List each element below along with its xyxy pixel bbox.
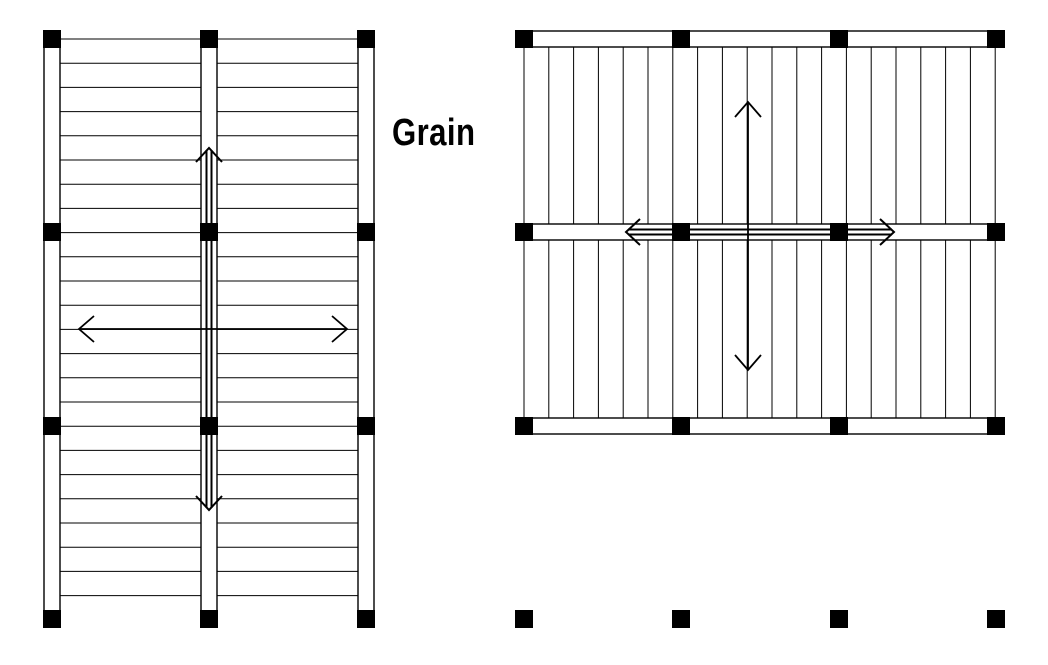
post [515,610,533,628]
arrow-head [195,495,223,512]
post [830,30,848,48]
arrow-head [879,218,896,246]
beam [523,417,997,435]
post [357,30,375,48]
arrow-head [734,354,762,372]
arrow-head [734,100,762,118]
post [672,610,690,628]
post [43,223,61,241]
joist [43,38,61,620]
post [43,30,61,48]
post [357,223,375,241]
post [357,610,375,628]
arrow-head [195,146,223,163]
grain-label: Grain [392,112,476,154]
arrow-head [331,315,349,343]
post [830,610,848,628]
post [43,610,61,628]
post [43,417,61,435]
post [987,610,1005,628]
post [672,30,690,48]
post [200,610,218,628]
post [200,223,218,241]
beam [523,223,997,241]
arrow-head [624,218,641,246]
post [200,417,218,435]
post [672,223,690,241]
layout-right [515,30,1005,628]
post [987,223,1005,241]
post [200,30,218,48]
layout-left [43,30,375,628]
post [987,417,1005,435]
beam [523,30,997,48]
post [830,417,848,435]
post [987,30,1005,48]
post [515,417,533,435]
post [515,223,533,241]
post [830,223,848,241]
post [672,417,690,435]
arrow-head [77,315,95,343]
post [515,30,533,48]
joist [357,38,375,620]
post [357,417,375,435]
